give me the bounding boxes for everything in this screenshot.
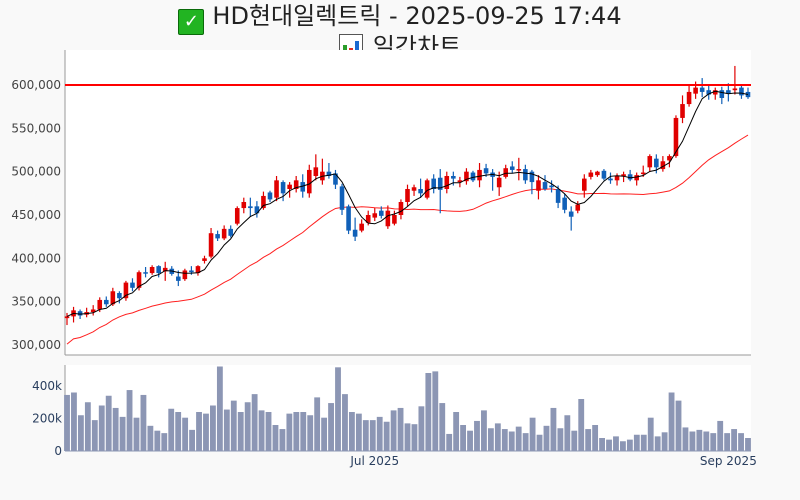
x-axis-ticks: Jul 2025 Sep 2025 <box>349 454 757 468</box>
price-tick-label: 550,000 <box>11 121 61 135</box>
ma-short-line <box>66 90 749 317</box>
volume-axis-ticks: 400k 200k 0 <box>32 379 62 458</box>
chart-title: ✓ HD현대일렉트릭 - 2025-09-25 17:44 <box>0 0 800 35</box>
volume-tick-label: 400k <box>32 379 62 393</box>
volume-tick-label: 0 <box>54 444 62 458</box>
volume-bars <box>64 366 751 451</box>
check-mark-icon: ✓ <box>178 9 205 35</box>
ma-long-line <box>66 134 749 345</box>
title-text: HD현대일렉트릭 - 2025-09-25 17:44 <box>212 2 622 30</box>
price-tick-label: 300,000 <box>11 338 61 352</box>
volume-tick-label: 200k <box>32 412 62 426</box>
price-tick-label: 500,000 <box>11 165 61 179</box>
price-tick-label: 350,000 <box>11 295 61 309</box>
x-tick-label: Jul 2025 <box>349 454 399 468</box>
price-tick-label: 400,000 <box>11 251 61 265</box>
price-axis-ticks: 600,000 550,000 500,000 450,000 400,000 350,0… <box>11 78 61 352</box>
x-tick-label: Sep 2025 <box>700 454 757 468</box>
price-tick-label: 450,000 <box>11 208 61 222</box>
price-tick-label: 600,000 <box>11 78 61 92</box>
